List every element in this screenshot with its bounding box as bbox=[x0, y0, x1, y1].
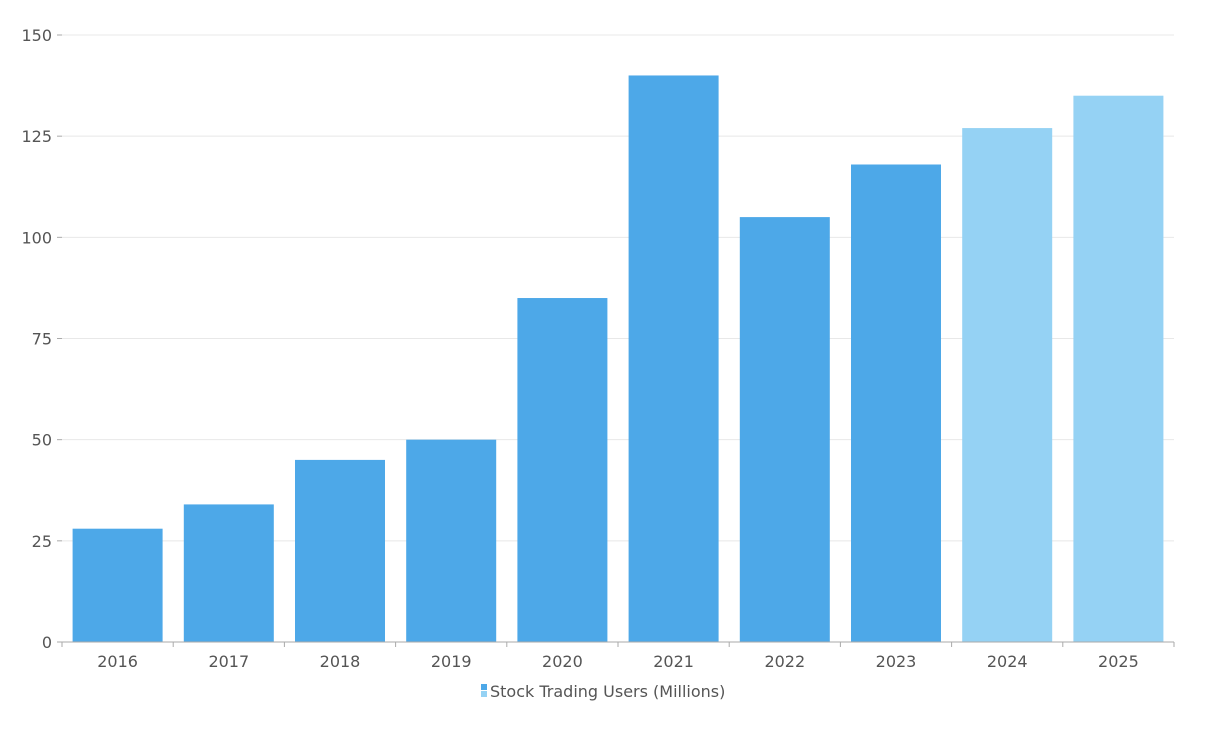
x-tick-label: 2023 bbox=[876, 652, 917, 671]
y-axis: 0 25 50 75 100 125 150 bbox=[21, 26, 62, 652]
y-tick-label: 100 bbox=[21, 228, 52, 247]
bar-2020 bbox=[517, 298, 608, 642]
legend-swatch-projected bbox=[481, 691, 487, 697]
bar-2019 bbox=[406, 439, 497, 642]
bar-2022 bbox=[739, 217, 830, 642]
legend: Stock Trading Users (Millions) bbox=[481, 682, 725, 701]
bar-2016 bbox=[72, 528, 163, 642]
y-tick-label: 75 bbox=[32, 330, 52, 349]
x-tick-label: 2016 bbox=[97, 652, 138, 671]
x-axis: 2016 2017 2018 2019 2020 2021 2022 2023 2024 2025 bbox=[61, 641, 1175, 671]
bar-2023 bbox=[851, 164, 941, 642]
legend-swatch-actual bbox=[481, 684, 487, 690]
y-tick-label: 50 bbox=[32, 431, 52, 450]
x-tick-label: 2020 bbox=[542, 652, 583, 671]
bar-2025 bbox=[1073, 95, 1164, 642]
x-tick-label: 2017 bbox=[208, 652, 249, 671]
y-tick-label: 150 bbox=[21, 26, 52, 45]
y-tick-label: 0 bbox=[42, 633, 52, 652]
bar-2018 bbox=[295, 459, 385, 642]
y-tick-label: 25 bbox=[32, 532, 52, 551]
y-tick-label: 125 bbox=[21, 127, 52, 146]
x-tick-label: 2022 bbox=[764, 652, 805, 671]
legend-label: Stock Trading Users (Millions) bbox=[490, 682, 725, 701]
x-tick-label: 2018 bbox=[320, 652, 361, 671]
x-tick-label: 2021 bbox=[653, 652, 694, 671]
bar-2024 bbox=[962, 128, 1053, 642]
x-tick-label: 2024 bbox=[987, 652, 1028, 671]
bars bbox=[72, 75, 1164, 642]
bar-2021 bbox=[628, 75, 719, 642]
x-tick-label: 2019 bbox=[431, 652, 472, 671]
x-tick-label: 2025 bbox=[1098, 652, 1139, 671]
bar-2017 bbox=[183, 504, 274, 642]
